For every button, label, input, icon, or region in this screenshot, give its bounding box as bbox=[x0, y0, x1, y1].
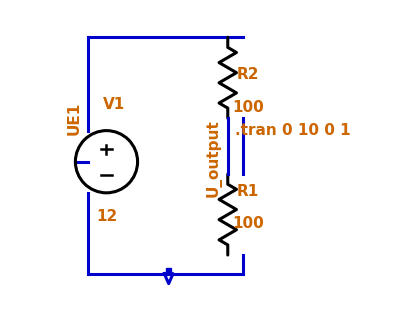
Text: 12: 12 bbox=[96, 209, 117, 224]
Text: V1: V1 bbox=[103, 97, 125, 112]
Text: .tran 0 10 0 1: .tran 0 10 0 1 bbox=[235, 123, 351, 138]
Text: R1: R1 bbox=[237, 184, 259, 199]
Text: 100: 100 bbox=[232, 100, 264, 115]
Text: R2: R2 bbox=[237, 67, 259, 82]
Text: 100: 100 bbox=[232, 216, 264, 231]
Bar bbox=[166, 268, 171, 274]
Text: UE1: UE1 bbox=[66, 102, 81, 135]
Text: U_output: U_output bbox=[206, 120, 222, 197]
